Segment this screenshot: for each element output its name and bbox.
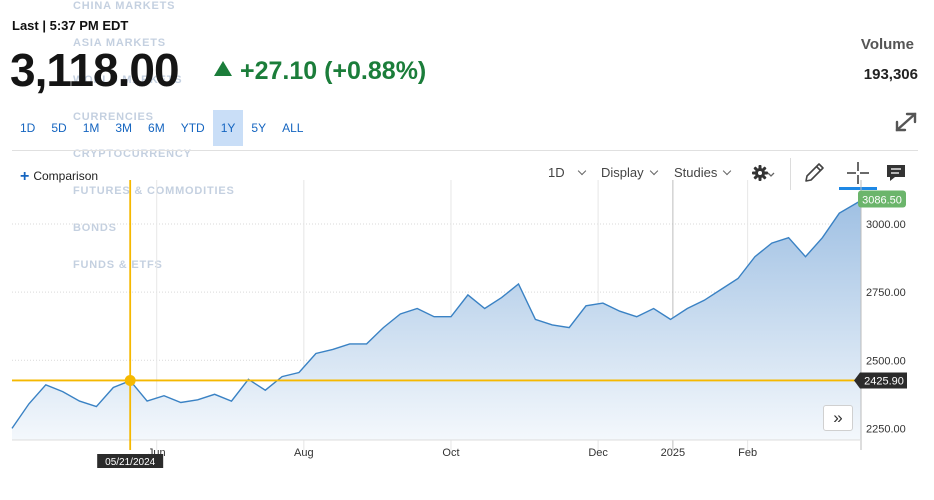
last-value-tag: 3086.50 [858,190,906,208]
comparison-label: Comparison [33,169,99,183]
x-tick-label: Dec [588,447,608,459]
range-3m[interactable]: 3M [115,121,133,135]
crosshair-x-tag [97,454,164,468]
chevron-down-icon [723,166,732,176]
crosshair-point [124,374,136,386]
y-tick-label: 2250.00 [866,423,906,435]
x-tick-label: Aug [294,447,314,459]
menu-item-world-markets[interactable]: WORLD MARKETS [73,74,183,86]
chevron-down-icon [649,166,658,176]
last-value-tag-bg [858,190,906,208]
range-1y[interactable]: 1Y [212,110,244,146]
toolbar-separator [790,158,791,190]
price-area-fill [12,200,861,440]
x-tick-label: Oct [442,447,459,459]
last-updated-text: Last | 5:37 PM EDT [12,18,129,33]
studies-label: Studies [674,165,718,180]
pencil-icon[interactable] [801,160,827,186]
up-arrow-icon [214,61,232,76]
menu-item-cryptocurrency[interactable]: CRYPTOCURRENCY [73,148,192,160]
range-1d[interactable]: 1D [20,121,36,135]
display-dropdown[interactable]: Display [601,165,658,180]
comparison-button[interactable]: + Comparison [20,168,98,186]
chevron-down-icon [577,166,586,176]
price-line [11,199,862,429]
interval-label: 1D [548,165,565,180]
crosshair-y-label: 2425.90 [864,375,904,387]
y-tick-label: 2500.00 [866,355,906,367]
y-tick-label: 3000.00 [866,219,906,231]
x-tick-label: 2025 [661,447,685,459]
last-price: 3,118.00 [10,44,180,96]
expand-icon[interactable] [893,110,919,134]
toolbar-divider [12,150,918,151]
x-tick-label: Feb [738,447,757,459]
y-tick-label: 2750.00 [866,287,906,299]
price-change-text: +27.10 (+0.88%) [240,57,427,85]
plus-icon: + [20,168,30,185]
volume-label: Volume [860,36,914,53]
price-change: +27.10 (+0.88%) [214,56,426,86]
range-5y[interactable]: 5Y [251,121,267,135]
menu-item-bonds[interactable]: BONDS [73,222,117,234]
menu-item-funds-etfs[interactable]: FUNDS & ETFS [73,259,163,271]
menu-item-asia-markets[interactable]: ASIA MARKETS [73,37,166,49]
gear-icon[interactable] [750,160,776,186]
range-6m[interactable]: 6M [148,121,165,135]
display-label: Display [601,165,644,180]
crosshair-y-tag [854,372,907,389]
time-range-selector: 1D 5D 1M 3M 6M YTD 1Y 5Y ALL [12,110,311,146]
crosshair-x-label: 05/21/2024 [105,457,155,468]
range-1m[interactable]: 1M [82,121,100,135]
menu-item-china-markets[interactable]: CHINA MARKETS [73,0,176,12]
volume-value: 193,306 [863,66,918,83]
range-all[interactable]: ALL [282,121,304,135]
studies-dropdown[interactable]: Studies [674,165,732,180]
active-tool-indicator [839,187,877,190]
menu-overlay [48,0,258,296]
crosshair-icon[interactable] [845,160,871,186]
scroll-right-button[interactable]: » [823,405,853,431]
range-ytd[interactable]: YTD [180,121,205,135]
menu-item-futures-commodities[interactable]: FUTURES & COMMODITIES [73,185,235,197]
comment-icon[interactable] [883,160,909,186]
interval-dropdown[interactable]: 1D [548,165,586,180]
menu-item-currencies[interactable]: CURRENCIES [73,111,154,123]
last-value-label: 3086.50 [862,194,902,206]
range-5d[interactable]: 5D [51,121,67,135]
